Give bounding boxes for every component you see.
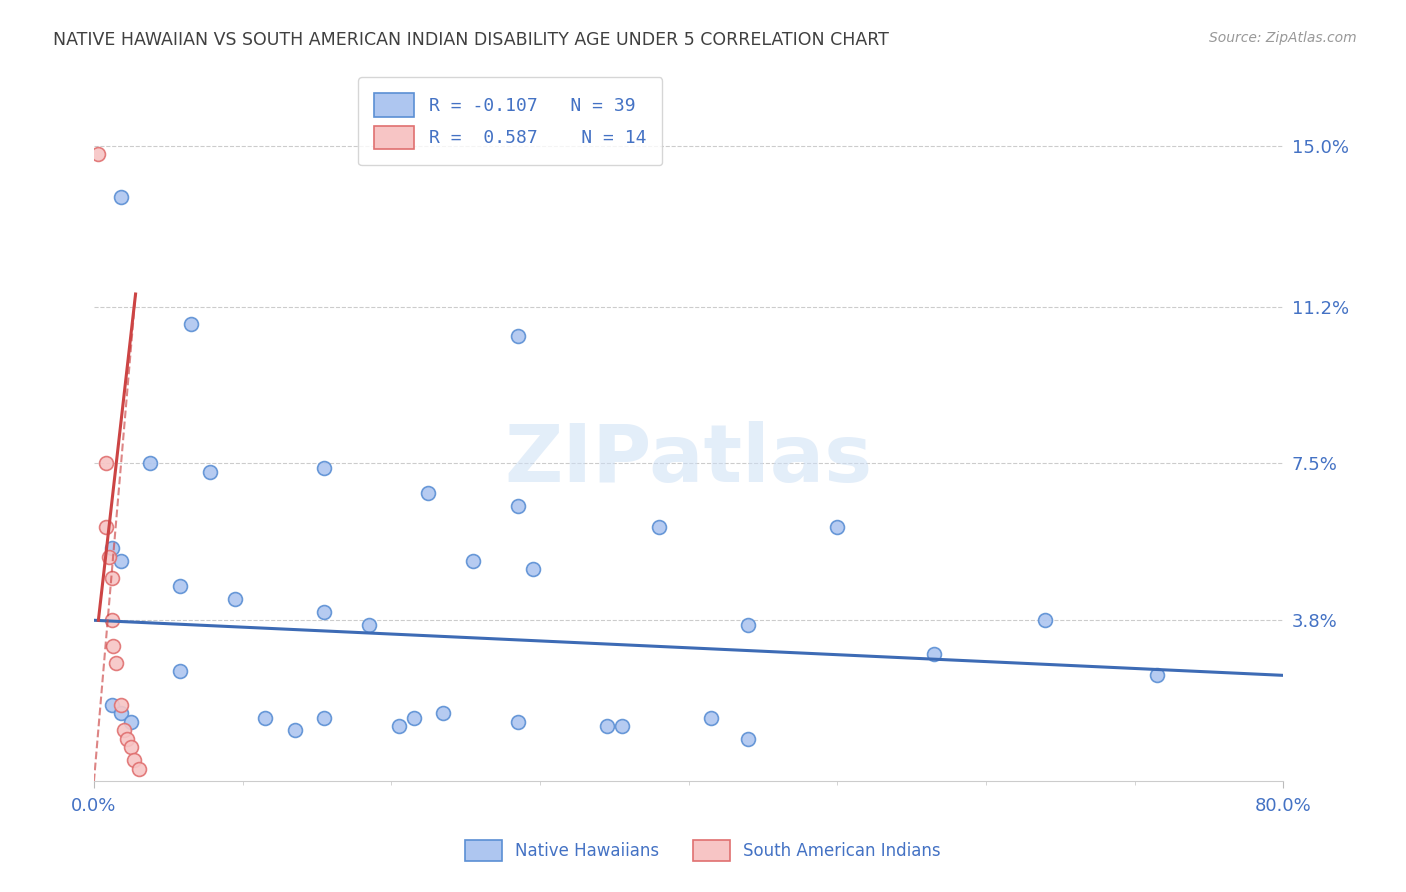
- Point: [1035, 613, 1057, 627]
- Point: [922, 647, 945, 661]
- Point: [105, 656, 128, 670]
- Point: [506, 714, 529, 729]
- Point: [418, 486, 440, 500]
- Legend: R = -0.107   N = 39, R =  0.587    N = 14: R = -0.107 N = 39, R = 0.587 N = 14: [359, 78, 662, 165]
- Point: [122, 753, 145, 767]
- Point: [94, 520, 117, 534]
- Point: [112, 723, 135, 738]
- Point: [461, 554, 484, 568]
- Point: [388, 719, 411, 733]
- Point: [610, 719, 633, 733]
- Point: [314, 711, 336, 725]
- Point: [110, 698, 132, 712]
- Point: [506, 329, 529, 343]
- Point: [357, 617, 380, 632]
- Point: [224, 592, 246, 607]
- Point: [522, 562, 544, 576]
- Legend: Native Hawaiians, South American Indians: Native Hawaiians, South American Indians: [458, 833, 948, 868]
- Point: [1146, 668, 1168, 682]
- Point: [169, 664, 191, 678]
- Point: [100, 613, 122, 627]
- Point: [87, 147, 110, 161]
- Point: [97, 549, 120, 564]
- Point: [827, 520, 849, 534]
- Point: [100, 698, 122, 712]
- Point: [314, 460, 336, 475]
- Text: Source: ZipAtlas.com: Source: ZipAtlas.com: [1209, 31, 1357, 45]
- Point: [198, 465, 221, 479]
- Point: [103, 639, 125, 653]
- Point: [700, 711, 723, 725]
- Point: [94, 457, 117, 471]
- Text: NATIVE HAWAIIAN VS SOUTH AMERICAN INDIAN DISABILITY AGE UNDER 5 CORRELATION CHAR: NATIVE HAWAIIAN VS SOUTH AMERICAN INDIAN…: [53, 31, 890, 49]
- Point: [737, 617, 759, 632]
- Point: [100, 571, 122, 585]
- Point: [253, 711, 276, 725]
- Point: [115, 731, 138, 746]
- Point: [596, 719, 619, 733]
- Point: [284, 723, 307, 738]
- Text: ZIPatlas: ZIPatlas: [505, 421, 873, 499]
- Point: [506, 499, 529, 513]
- Point: [402, 711, 425, 725]
- Point: [648, 520, 671, 534]
- Point: [110, 189, 132, 203]
- Point: [110, 554, 132, 568]
- Point: [432, 706, 454, 721]
- Point: [314, 605, 336, 619]
- Point: [737, 731, 759, 746]
- Point: [180, 317, 202, 331]
- Point: [120, 714, 142, 729]
- Point: [120, 740, 142, 755]
- Point: [139, 457, 162, 471]
- Point: [128, 762, 150, 776]
- Point: [169, 579, 191, 593]
- Point: [110, 706, 132, 721]
- Point: [100, 541, 122, 556]
